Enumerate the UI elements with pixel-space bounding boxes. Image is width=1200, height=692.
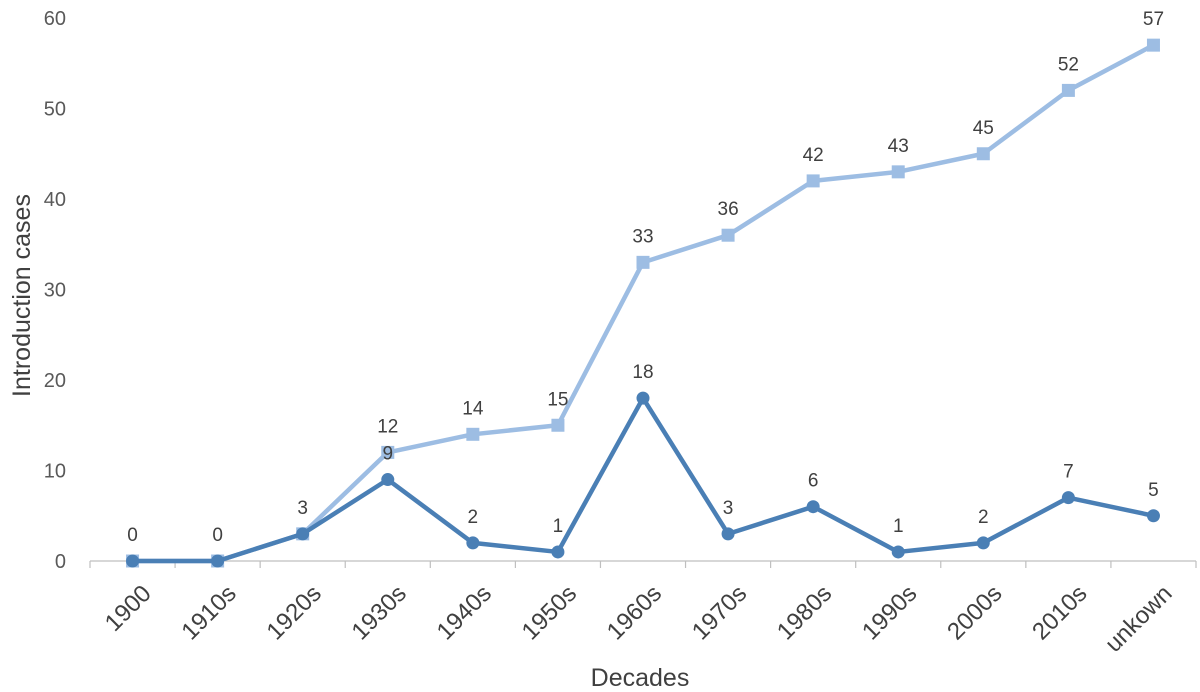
data-label: 57 (1143, 9, 1164, 30)
y-tick-label: 20 (44, 370, 66, 392)
x-tick-label: 1910s (176, 580, 241, 645)
square-marker (806, 174, 820, 188)
x-tick-label: 1970s (687, 580, 752, 645)
data-label: 3 (723, 498, 734, 519)
x-tick-label: 1980s (772, 580, 837, 645)
data-label: 0 (127, 525, 138, 546)
x-tick-label: 1940s (432, 580, 497, 645)
y-tick-label: 50 (44, 99, 66, 121)
square-marker (466, 427, 480, 441)
circle-marker (551, 545, 565, 559)
data-label: 0 (212, 525, 223, 546)
data-label: 9 (382, 444, 393, 465)
data-label: 43 (888, 136, 909, 157)
y-tick-label: 60 (44, 8, 66, 30)
y-axis-title: Introduction cases (8, 194, 36, 397)
data-label: 45 (973, 118, 994, 139)
data-label: 14 (462, 398, 484, 419)
circle-marker (891, 545, 905, 559)
x-tick-label: 2000s (942, 580, 1007, 645)
data-label: 7 (1063, 462, 1074, 483)
circle-marker (466, 536, 480, 550)
data-label: 3 (297, 498, 308, 519)
x-tick-label: 1920s (261, 580, 326, 645)
data-label: 18 (632, 362, 653, 383)
data-label: 2 (978, 507, 989, 528)
series-line-0 (130, 42, 1156, 564)
square-marker (976, 147, 990, 161)
x-tick-label: 2010s (1027, 580, 1092, 645)
circle-marker (126, 554, 140, 568)
data-label: 5 (1148, 480, 1159, 501)
circle-marker (381, 473, 395, 487)
square-marker (636, 255, 650, 269)
data-label: 1 (893, 516, 904, 537)
square-marker (721, 228, 735, 242)
data-label: 2 (468, 507, 479, 528)
square-marker (1146, 38, 1160, 52)
circle-marker (296, 527, 310, 541)
y-tick-label: 10 (44, 461, 66, 483)
data-label: 52 (1058, 54, 1079, 75)
square-marker (551, 418, 565, 432)
square-marker (891, 165, 905, 179)
square-marker (381, 445, 395, 459)
series-layer (126, 38, 1160, 568)
y-tick-label: 40 (44, 189, 66, 211)
x-tick-label: 1900 (100, 580, 157, 637)
x-axis-title: Decades (591, 664, 690, 692)
x-tick-label: 1960s (602, 580, 667, 645)
square-marker (1061, 83, 1075, 97)
circle-marker (721, 527, 735, 541)
data-label: 6 (808, 471, 819, 492)
x-tick-label: unkown (1100, 580, 1178, 658)
y-tick-label: 0 (55, 551, 66, 573)
circle-marker (1061, 491, 1075, 505)
circle-marker (976, 536, 990, 550)
x-tick-label: 1930s (347, 580, 412, 645)
circle-marker (211, 554, 225, 568)
x-tick-label: 1950s (517, 580, 582, 645)
x-tick-label: 1990s (857, 580, 922, 645)
data-label: 33 (632, 226, 653, 247)
circle-marker (1146, 509, 1160, 523)
data-label: 1 (553, 516, 564, 537)
series-line-1 (130, 395, 1156, 564)
data-label: 42 (803, 145, 824, 166)
circle-marker (806, 500, 820, 514)
data-label: 12 (377, 416, 398, 437)
data-label: 15 (547, 389, 568, 410)
y-tick-label: 30 (44, 280, 66, 302)
data-label: 36 (718, 199, 739, 220)
circle-marker (636, 391, 650, 405)
